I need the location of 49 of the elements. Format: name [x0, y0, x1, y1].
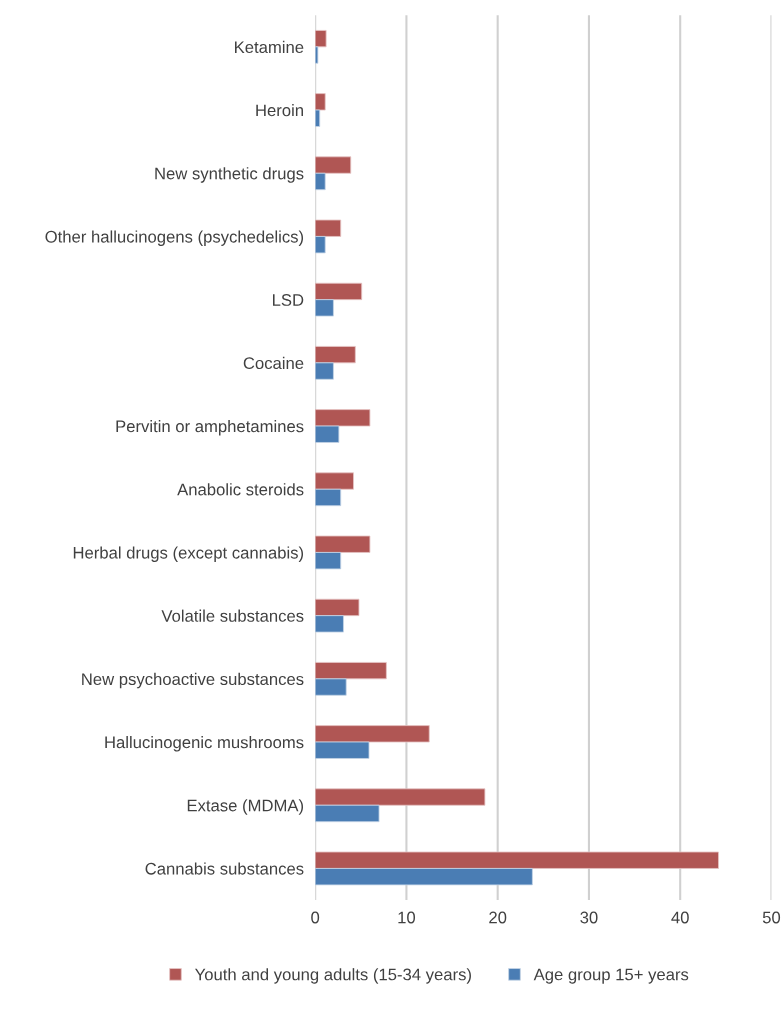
bar	[315, 409, 371, 427]
legend-label: Age group 15+ years	[533, 968, 689, 984]
bar	[315, 615, 344, 633]
bar	[315, 868, 533, 886]
bar	[315, 598, 360, 617]
y-tick-label: Volatile substances	[161, 609, 304, 622]
x-tick-label: 10	[398, 911, 416, 924]
bar	[315, 172, 326, 191]
bar	[315, 425, 340, 443]
bar	[315, 93, 326, 111]
x-tick-label: 30	[580, 911, 598, 924]
bar	[315, 46, 319, 64]
x-tick-label: 0	[311, 911, 320, 924]
bar	[315, 678, 347, 696]
bar	[315, 30, 327, 48]
y-tick-label: Anabolic steroids	[177, 483, 304, 496]
y-tick-label: Pervitin or amphetamines	[116, 420, 304, 436]
y-tick-label: Hallucinogenic mushrooms	[105, 736, 304, 752]
y-tick-label: Other hallucinogens (psychedelics)	[45, 230, 304, 246]
y-tick-label: New synthetic drugs	[155, 167, 304, 183]
y-tick-label: Cannabis substances	[145, 862, 304, 875]
y-tick-label: Ketamine	[235, 40, 304, 54]
bar	[315, 219, 342, 237]
bar	[315, 299, 334, 317]
y-tick-label: Heroin	[256, 104, 303, 117]
bar	[315, 804, 380, 823]
bar	[315, 156, 352, 174]
x-tick-label: 50	[762, 911, 781, 924]
bar	[315, 535, 371, 553]
bar	[315, 488, 342, 507]
bar	[315, 346, 356, 364]
legend-label: Youth and young adults (15-34 years)	[195, 968, 471, 984]
x-tick-label: 40	[671, 911, 689, 924]
bar	[315, 236, 326, 254]
y-tick-label: Herbal drugs (except cannabis)	[73, 546, 304, 562]
bar	[315, 362, 334, 380]
y-tick-label: Extase (MDMA)	[187, 799, 304, 815]
bar	[315, 472, 354, 490]
bar	[315, 741, 370, 759]
bar	[315, 851, 719, 869]
bar	[315, 282, 363, 301]
y-tick-label: New psychoactive substances	[82, 672, 304, 689]
x-tick-label: 20	[489, 911, 507, 924]
bar	[315, 552, 342, 570]
bar	[315, 662, 387, 680]
bar	[315, 788, 486, 806]
bar	[315, 725, 430, 743]
y-tick-label: Cocaine	[243, 356, 304, 370]
y-tick-label: LSD	[273, 294, 304, 306]
